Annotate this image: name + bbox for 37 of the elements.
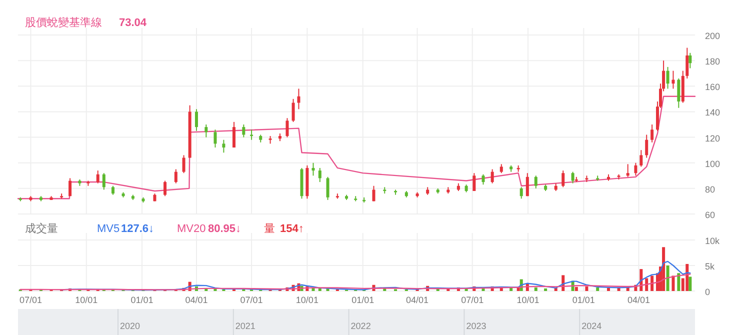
x-tick-label: 04/01 <box>185 295 208 305</box>
text: 154↑ <box>280 223 304 235</box>
text: 量 <box>264 223 275 235</box>
x-tick-label: 01/01 <box>130 295 154 305</box>
x-tick-label: 01/01 <box>572 295 595 305</box>
x-tick-label: 07/01 <box>19 295 42 305</box>
text: 股價蛻變基準線 <box>25 16 102 29</box>
text: 2021 <box>235 321 256 331</box>
y-tick-label: 100 <box>705 158 720 169</box>
text: MV5 <box>97 223 120 235</box>
text: 127.6↓ <box>121 223 154 235</box>
text: 2024 <box>582 321 602 331</box>
text: 2022 <box>350 321 371 331</box>
chart-title: 成交量 <box>25 222 58 235</box>
y-tick-label: 10k <box>705 236 720 246</box>
x-tick-label: 04/01 <box>406 295 429 305</box>
text: 2023 <box>466 321 486 331</box>
y-tick-label: 80 <box>705 184 716 194</box>
x-tick-label: 10/01 <box>296 295 318 305</box>
y-tick-label: 120 <box>705 133 720 144</box>
y-tick-label: 0 <box>705 287 710 297</box>
y-tick-label: 200 <box>705 31 720 41</box>
text: 80.95↓ <box>208 223 242 235</box>
text: 2020 <box>120 321 140 331</box>
x-tick-label: 10/01 <box>516 295 540 305</box>
text: 73.04 <box>119 17 148 29</box>
x-tick-label: 01/01 <box>352 295 374 305</box>
x-tick-label: 07/01 <box>240 295 263 305</box>
x-tick-label: 10/01 <box>75 295 98 305</box>
y-tick-label: 160 <box>705 82 720 92</box>
y-tick-label: 5k <box>705 262 716 272</box>
x-tick-label: 07/01 <box>461 295 484 305</box>
text: MV20 <box>177 223 206 235</box>
x-tick-label: 04/01 <box>627 295 650 305</box>
y-tick-label: 60 <box>705 210 716 220</box>
y-tick-label: 180 <box>705 56 720 67</box>
y-tick-label: 140 <box>705 108 720 118</box>
